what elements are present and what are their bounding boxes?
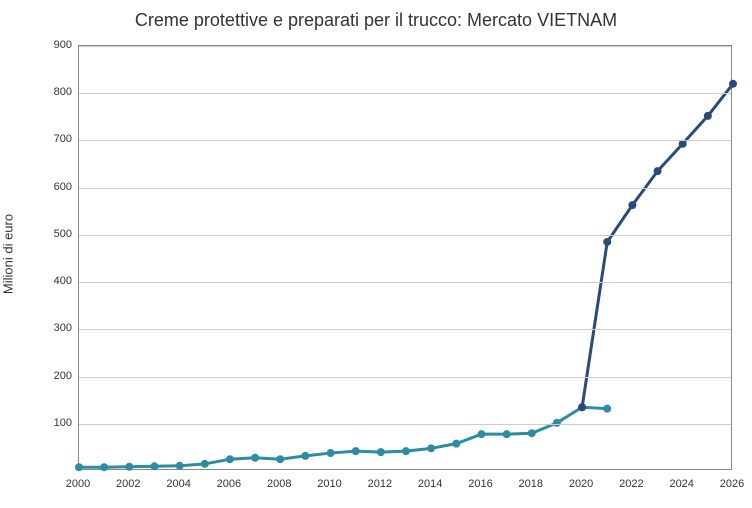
grid-line (79, 235, 731, 236)
x-tick-label: 2008 (267, 478, 291, 490)
x-tick-label: 2016 (468, 478, 492, 490)
y-tick-label: 900 (32, 39, 72, 51)
series-marker-historical (301, 452, 309, 460)
y-tick-label: 500 (32, 228, 72, 240)
series-marker-historical (100, 463, 108, 471)
chart-container: Creme protettive e preparati per il truc… (0, 0, 752, 508)
series-marker-historical (377, 448, 385, 456)
series-marker-historical (251, 454, 259, 462)
y-tick-label: 200 (32, 370, 72, 382)
y-tick-label: 600 (32, 181, 72, 193)
series-marker-historical (402, 447, 410, 455)
grid-line (79, 93, 731, 94)
y-tick-label: 100 (32, 417, 72, 429)
y-tick-label: 800 (32, 86, 72, 98)
plot-area (78, 45, 732, 470)
series-marker-historical (226, 455, 234, 463)
series-marker-historical (150, 462, 158, 470)
grid-line (79, 282, 731, 283)
series-marker-historical (276, 455, 284, 463)
grid-line (79, 188, 731, 189)
series-marker-historical (427, 444, 435, 452)
series-marker-forecast (628, 201, 636, 209)
y-tick-label: 400 (32, 275, 72, 287)
series-marker-historical (201, 460, 209, 468)
x-tick-label: 2018 (519, 478, 543, 490)
series-marker-historical (176, 462, 184, 470)
x-tick-label: 2024 (669, 478, 693, 490)
y-tick-label: 300 (32, 322, 72, 334)
y-axis-label: Milioni di euro (1, 214, 16, 294)
x-tick-label: 2004 (166, 478, 190, 490)
x-tick-label: 2010 (317, 478, 341, 490)
series-marker-forecast (729, 80, 737, 88)
x-tick-label: 2020 (569, 478, 593, 490)
series-marker-forecast (603, 238, 611, 246)
x-tick-label: 2022 (619, 478, 643, 490)
series-marker-historical (352, 447, 360, 455)
x-tick-label: 2014 (418, 478, 442, 490)
chart-title: Creme protettive e preparati per il truc… (0, 10, 752, 31)
grid-line (79, 46, 731, 47)
series-marker-historical (477, 430, 485, 438)
series-marker-forecast (578, 403, 586, 411)
grid-line (79, 377, 731, 378)
series-line-historical (79, 407, 607, 467)
series-marker-historical (503, 430, 511, 438)
series-marker-historical (452, 440, 460, 448)
x-tick-label: 2000 (66, 478, 90, 490)
grid-line (79, 424, 731, 425)
y-tick-label: 700 (32, 133, 72, 145)
series-line-forecast (582, 84, 733, 407)
grid-line (79, 329, 731, 330)
series-marker-historical (327, 449, 335, 457)
series-marker-historical (528, 429, 536, 437)
series-marker-historical (125, 463, 133, 471)
series-marker-historical (75, 463, 83, 471)
series-marker-forecast (654, 167, 662, 175)
chart-svg (79, 46, 731, 469)
grid-line (79, 140, 731, 141)
series-marker-forecast (704, 112, 712, 120)
x-tick-label: 2026 (720, 478, 744, 490)
series-marker-historical (603, 405, 611, 413)
x-tick-label: 2002 (116, 478, 140, 490)
x-tick-label: 2012 (368, 478, 392, 490)
x-tick-label: 2006 (217, 478, 241, 490)
